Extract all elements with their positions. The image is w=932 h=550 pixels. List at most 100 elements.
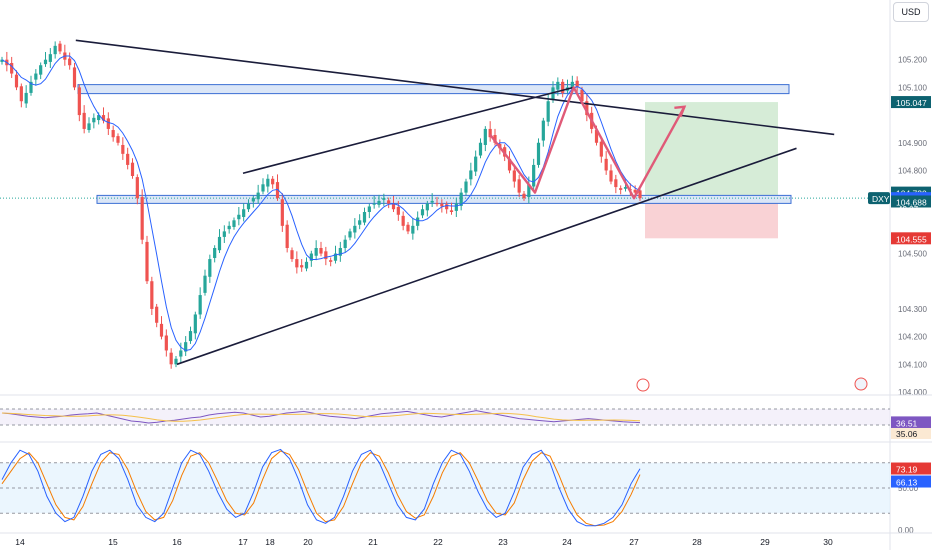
- candle-body: [77, 87, 81, 116]
- candle-body: [488, 128, 492, 138]
- rsi-band: [0, 409, 890, 425]
- candle-body: [246, 203, 251, 210]
- candle-body: [34, 73, 38, 80]
- stoch-k-tag-background: [891, 462, 931, 475]
- candle-body: [406, 224, 410, 232]
- rsi-value-tag: 36.51: [896, 418, 918, 428]
- candle-body: [68, 58, 72, 66]
- rsi-signal-tag-background: [891, 427, 931, 439]
- candle-body: [527, 184, 531, 198]
- rsi-signal-tag: 35.06: [896, 429, 918, 439]
- candle-body: [430, 200, 434, 203]
- resistance-zone: [77, 84, 790, 95]
- candle-body: [614, 179, 618, 188]
- time-tick-label: 18: [265, 537, 275, 547]
- stoch-tick-label: 0.00: [898, 526, 914, 535]
- candle-body: [222, 231, 226, 237]
- candle-body: [367, 206, 371, 212]
- candle-body: [266, 178, 270, 187]
- candle-body: [87, 123, 91, 131]
- candle-body: [24, 92, 28, 104]
- candle-body: [155, 306, 159, 323]
- stop-price-tag: 104.555: [896, 234, 927, 244]
- time-tick-label: 22: [433, 537, 443, 547]
- candle-body: [609, 170, 613, 182]
- candle-body: [623, 187, 628, 189]
- upper-channel-line: [242, 86, 574, 175]
- candle-body: [338, 248, 342, 256]
- lightning-event-icon[interactable]: [636, 378, 650, 392]
- candle-body: [232, 220, 236, 227]
- candle-body: [164, 335, 168, 351]
- candle-body: [290, 250, 294, 260]
- projection-path: [489, 86, 686, 200]
- candle-body: [329, 260, 333, 262]
- candle-body: [203, 275, 207, 293]
- stop-zone: [645, 198, 778, 239]
- candle-body: [145, 241, 149, 282]
- candle-body: [43, 59, 48, 65]
- low-price-tag: 104.688: [896, 197, 927, 207]
- candle-body: [217, 236, 222, 251]
- candle-body: [633, 189, 637, 193]
- candle-body: [174, 358, 178, 365]
- us-flag-event-icon[interactable]: [854, 377, 868, 391]
- candle-body: [92, 117, 96, 123]
- candle-body: [580, 89, 584, 102]
- candle-body: [150, 281, 154, 309]
- candle-body: [280, 199, 284, 226]
- candle-body: [546, 101, 550, 122]
- candle-body: [420, 209, 425, 216]
- time-tick-label: 30: [823, 537, 833, 547]
- candle-body: [478, 142, 483, 156]
- candle-body: [512, 170, 516, 182]
- candle-body: [343, 239, 347, 248]
- candle-body: [353, 225, 357, 233]
- candle-body: [532, 164, 536, 187]
- candle-body: [271, 178, 275, 185]
- candle-body: [449, 210, 454, 212]
- candle-body: [82, 112, 86, 129]
- candle-body: [570, 81, 574, 89]
- candle-body: [169, 352, 173, 365]
- candle-body: [391, 203, 396, 210]
- candle-body: [619, 188, 623, 190]
- candle-body: [159, 323, 164, 337]
- price-tick-label: 104.800: [898, 166, 927, 175]
- candle-body: [638, 190, 642, 199]
- candle-body: [517, 179, 521, 193]
- price-tick-label: 105.100: [898, 83, 927, 92]
- time-tick-label: 29: [760, 537, 770, 547]
- currency-button[interactable]: USD: [893, 2, 929, 22]
- price-tick-label: 104.900: [898, 139, 927, 148]
- candle-body: [435, 203, 439, 205]
- projection-arrow-head: [674, 105, 687, 118]
- candle-body: [184, 342, 188, 352]
- candle-body: [507, 158, 512, 171]
- candle-body: [242, 209, 246, 217]
- price-tick-label: 104.200: [898, 333, 927, 342]
- candle-body: [454, 203, 458, 211]
- stoch-k-tag: 73.19: [896, 465, 918, 475]
- candle-body: [188, 331, 193, 342]
- candle-body: [416, 217, 420, 226]
- candle-body: [483, 128, 487, 145]
- candle-body: [358, 220, 362, 225]
- candle-body: [469, 170, 473, 180]
- candle-body: [58, 43, 62, 52]
- candle-body: [324, 251, 328, 260]
- candle-body: [14, 74, 19, 88]
- candle-body: [314, 248, 318, 256]
- candle-body: [493, 135, 497, 143]
- candle-body: [304, 261, 309, 269]
- candle-body: [126, 153, 130, 165]
- candle-body: [0, 59, 4, 62]
- candle-body: [10, 63, 14, 74]
- candle-body: [585, 101, 589, 116]
- candle-body: [556, 81, 560, 90]
- rsi-line: [1, 410, 641, 424]
- candle-body: [29, 81, 33, 93]
- price-tick-label: 104.500: [898, 250, 927, 259]
- candle-body: [387, 200, 391, 204]
